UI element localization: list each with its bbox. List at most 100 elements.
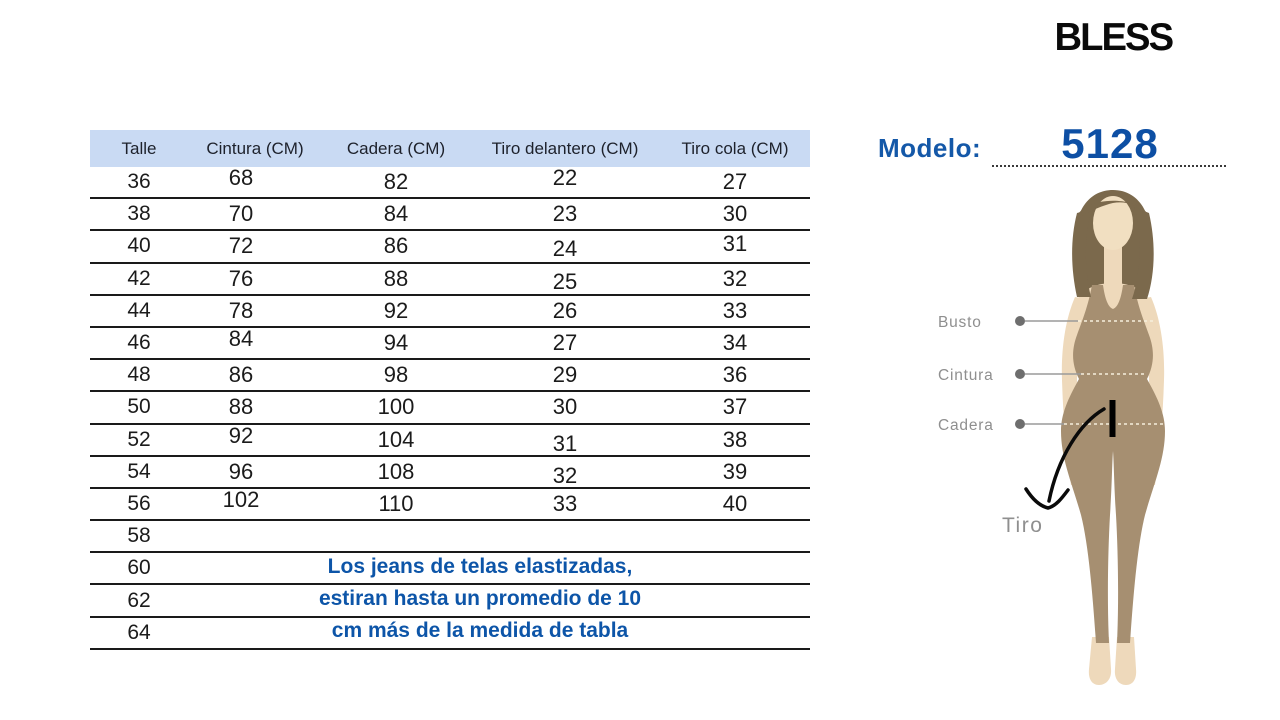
tiro-arrowhead bbox=[1024, 487, 1070, 510]
neck bbox=[1104, 237, 1122, 293]
table-cell-cadera: 108 bbox=[377, 458, 415, 484]
brand-logo: BLESS bbox=[1054, 16, 1175, 59]
table-cell-tiro_delantero: 22 bbox=[552, 165, 578, 191]
table-cell-cadera: 82 bbox=[383, 169, 409, 195]
cintura-dot bbox=[1015, 369, 1025, 379]
table-row: 56 102 110 33 40 bbox=[90, 486, 810, 522]
busto-dot bbox=[1015, 316, 1025, 326]
table-cell-tiro_cola: 30 bbox=[722, 201, 748, 227]
table-cell-tiro_cola: 27 bbox=[722, 169, 748, 195]
table-cell-tiro_delantero: 31 bbox=[552, 430, 578, 456]
size-table-header: Talle Cintura (CM) Cadera (CM) Tiro dela… bbox=[90, 130, 810, 167]
model-underline bbox=[992, 165, 1226, 167]
table-cell-cadera: 94 bbox=[383, 330, 409, 356]
tiro-marker-bar bbox=[1109, 400, 1116, 437]
table-cell-cintura: 76 bbox=[228, 265, 254, 291]
table-cell-talle: 50 bbox=[127, 395, 151, 419]
table-cell-tiro_delantero: 33 bbox=[552, 490, 578, 516]
right-foot bbox=[1114, 637, 1137, 685]
table-cell-tiro_delantero: 26 bbox=[552, 297, 578, 323]
table-cell-tiro_cola: 36 bbox=[722, 362, 748, 388]
table-cell-tiro_cola: 39 bbox=[722, 458, 748, 484]
table-cell-tiro_delantero: 27 bbox=[552, 330, 578, 356]
table-cell-tiro_delantero: 23 bbox=[552, 201, 578, 227]
column-header-cintura: Cintura (CM) bbox=[206, 138, 304, 158]
table-cell-cintura: 72 bbox=[228, 233, 254, 259]
column-header-cadera: Cadera (CM) bbox=[346, 138, 446, 158]
table-cell-cadera: 84 bbox=[383, 201, 409, 227]
table-row: 54 96 108 32 39 bbox=[90, 457, 810, 489]
table-cell-talle: 36 bbox=[127, 170, 151, 194]
column-header-tiro-cola: Tiro cola (CM) bbox=[681, 138, 789, 158]
table-cell-talle: 64 bbox=[127, 620, 151, 644]
measurement-figure: Busto Cintura Cadera Tiro bbox=[900, 185, 1260, 705]
table-row: 60 bbox=[90, 553, 810, 586]
table-cell-cintura: 96 bbox=[228, 458, 254, 484]
table-row: 36 68 82 22 27 bbox=[90, 165, 810, 200]
left-foot bbox=[1088, 637, 1112, 685]
table-cell-tiro_cola: 33 bbox=[722, 297, 748, 323]
table-cell-cintura: 84 bbox=[228, 326, 254, 352]
table-cell-cadera: 98 bbox=[383, 362, 409, 388]
model-number: 5128 bbox=[1061, 120, 1159, 167]
table-cell-tiro_cola: 37 bbox=[722, 394, 748, 420]
table-cell-cintura: 78 bbox=[228, 297, 254, 323]
table-cell-cintura: 68 bbox=[228, 165, 254, 191]
table-cell-tiro_cola: 40 bbox=[722, 490, 748, 516]
table-cell-tiro_delantero: 24 bbox=[552, 236, 578, 262]
table-cell-tiro_delantero: 29 bbox=[552, 362, 578, 388]
table-cell-cintura: 86 bbox=[228, 362, 254, 388]
table-row: 64 bbox=[90, 618, 810, 650]
table-cell-talle: 54 bbox=[127, 459, 151, 483]
table-cell-tiro_cola: 31 bbox=[722, 231, 748, 257]
busto-label: Busto bbox=[938, 314, 982, 331]
hair-front-left bbox=[1072, 209, 1092, 297]
table-cell-talle: 46 bbox=[127, 331, 151, 355]
table-cell-talle: 38 bbox=[127, 202, 151, 226]
table-cell-cintura: 88 bbox=[228, 394, 254, 420]
table-cell-talle: 62 bbox=[127, 588, 151, 612]
table-cell-cadera: 92 bbox=[383, 297, 409, 323]
table-row: 46 84 94 27 34 bbox=[90, 326, 810, 361]
table-row: 62 bbox=[90, 585, 810, 618]
table-cell-talle: 60 bbox=[127, 556, 151, 580]
table-cell-tiro_cola: 34 bbox=[722, 330, 748, 356]
table-cell-cadera: 86 bbox=[383, 233, 409, 259]
table-cell-cintura: 70 bbox=[228, 201, 254, 227]
tiro-arrow-shaft bbox=[1047, 407, 1106, 503]
table-row: 52 92 104 31 38 bbox=[90, 423, 810, 457]
bodysuit bbox=[1061, 285, 1165, 643]
table-row: 50 88 100 30 37 bbox=[90, 392, 810, 425]
column-header-talle: Talle bbox=[121, 138, 157, 158]
table-row: 48 86 98 29 36 bbox=[90, 360, 810, 393]
cadera-dot bbox=[1015, 419, 1025, 429]
table-row: 42 76 88 25 32 bbox=[90, 264, 810, 296]
table-cell-tiro_delantero: 30 bbox=[552, 394, 578, 420]
table-cell-cintura: 102 bbox=[222, 486, 260, 512]
table-row: 44 78 92 26 33 bbox=[90, 296, 810, 328]
model-label: Modelo: bbox=[878, 133, 982, 163]
table-row: 38 70 84 23 30 bbox=[90, 199, 810, 232]
cadera-label: Cadera bbox=[938, 417, 994, 434]
table-cell-talle: 44 bbox=[127, 298, 151, 322]
size-table: Talle Cintura (CM) Cadera (CM) Tiro dela… bbox=[90, 130, 810, 650]
tiro-label: Tiro bbox=[1002, 514, 1043, 537]
table-cell-talle: 52 bbox=[127, 427, 151, 451]
size-table-body: 36 68 82 22 27 38 70 84 23 30 40 72 86 24 31 42 76 88 25 32… bbox=[90, 165, 810, 650]
table-cell-talle: 48 bbox=[127, 363, 151, 387]
table-cell-tiro_delantero: 25 bbox=[552, 268, 578, 294]
face bbox=[1093, 196, 1133, 250]
table-cell-cadera: 104 bbox=[377, 426, 415, 452]
table-cell-tiro_cola: 38 bbox=[722, 426, 748, 452]
table-cell-cadera: 88 bbox=[383, 265, 409, 291]
hair-top bbox=[1076, 200, 1150, 221]
table-cell-talle: 58 bbox=[127, 524, 151, 548]
table-row: 40 72 86 24 31 bbox=[90, 231, 810, 264]
woman-silhouette-illustration: Busto Cintura Cadera Tiro bbox=[938, 190, 1165, 685]
table-cell-cadera: 110 bbox=[378, 490, 414, 516]
hair-front-right bbox=[1132, 207, 1154, 299]
table-cell-tiro_delantero: 32 bbox=[552, 462, 578, 488]
table-cell-talle: 42 bbox=[127, 266, 151, 290]
table-cell-tiro_cola: 32 bbox=[722, 265, 748, 291]
